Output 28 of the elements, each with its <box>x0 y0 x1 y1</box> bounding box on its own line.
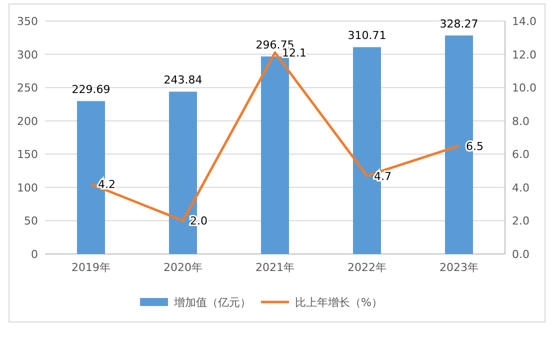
y2-tick-label: 12.0 <box>512 48 536 62</box>
legend-label: 增加值（亿元） <box>173 296 251 309</box>
data-label: 243.84 <box>164 74 202 87</box>
y2-tick-label: 2.0 <box>512 214 530 228</box>
bar <box>261 56 289 254</box>
y-tick-label: 200 <box>17 114 38 128</box>
y-tick-label: 0 <box>31 248 38 261</box>
x-tick-label: 2022年 <box>348 261 386 274</box>
x-tick-label: 2019年 <box>72 261 110 274</box>
x-tick-label: 2023年 <box>440 261 478 274</box>
x-tick-label: 2020年 <box>164 261 202 274</box>
y2-tick-label: 14.0 <box>512 15 536 28</box>
y2-tick-label: 6.0 <box>512 148 530 162</box>
y2-tick-label: 0.0 <box>512 248 530 261</box>
x-tick-label: 2021年 <box>256 261 294 274</box>
y-tick-label: 100 <box>17 181 38 194</box>
y-tick-label: 350 <box>17 15 38 28</box>
data-label: 328.27 <box>440 17 478 30</box>
data-label: 229.69 <box>72 83 110 96</box>
y2-tick-label: 4.0 <box>512 181 530 194</box>
y-tick-label: 150 <box>17 148 38 162</box>
y-tick-label: 250 <box>17 82 38 95</box>
legend-label: 比上年增长（%） <box>295 296 382 309</box>
data-label: 310.71 <box>348 29 386 42</box>
y-tick-label: 50 <box>24 214 38 228</box>
y2-tick-label: 8.0 <box>512 114 530 128</box>
y2-tick-label: 10.0 <box>512 82 536 95</box>
y-tick-label: 300 <box>17 48 38 62</box>
